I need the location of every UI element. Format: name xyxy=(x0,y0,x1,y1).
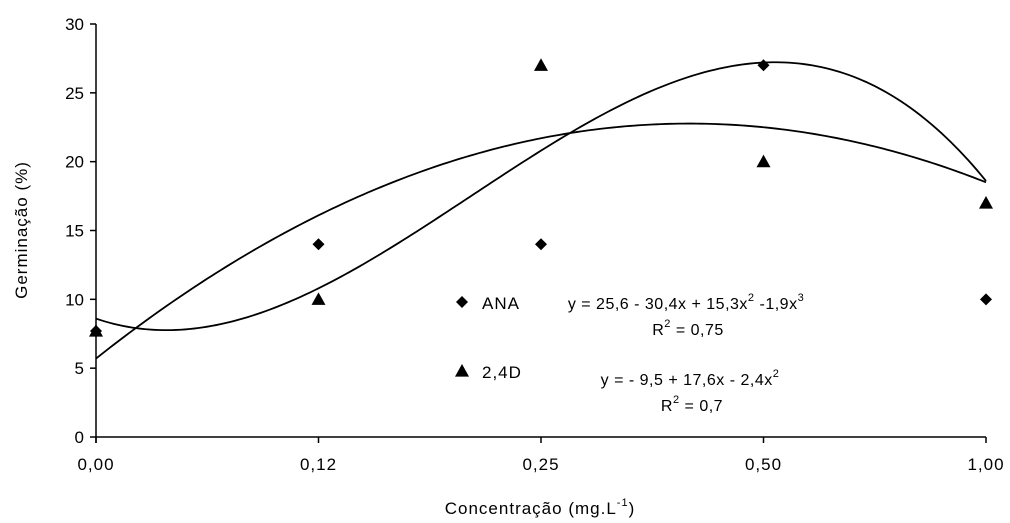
trendlines xyxy=(95,61,987,360)
data-point-24d xyxy=(979,195,993,209)
r-squared-part: = 0,7 xyxy=(680,398,723,415)
markers xyxy=(89,58,993,337)
x-axis-title: Concentração (mg.L-1) xyxy=(445,497,635,518)
x-tick-label: 0,50 xyxy=(745,455,782,474)
x-axis-title-tail: ) xyxy=(629,499,636,518)
y-tick-label: 15 xyxy=(65,222,84,241)
x-tick-label: 1,00 xyxy=(967,455,1004,474)
data-point-ana xyxy=(312,238,325,251)
r-squared-part: R xyxy=(652,322,664,339)
legend-label: 2,4D xyxy=(482,363,522,382)
data-point-24d xyxy=(534,58,548,71)
x-tick-label: 0,25 xyxy=(522,455,559,474)
y-tick-label: 10 xyxy=(65,290,84,309)
equation-part: y = - 9,5 + 17,6x - 2,4x xyxy=(601,372,773,389)
y-tick-label: 30 xyxy=(65,15,84,34)
equation-part: -1,9x xyxy=(755,296,798,313)
r-squared: R2 = 0,75 xyxy=(652,318,724,339)
data-point-ana xyxy=(757,59,770,72)
y-tick-label: 0 xyxy=(75,428,84,447)
x-tick-label: 0,12 xyxy=(300,455,337,474)
legend-marker-24d xyxy=(455,364,469,377)
equation-part: y = 25,6 - 30,4x + 15,3x xyxy=(568,296,748,313)
r-squared-part: = 0,75 xyxy=(671,322,724,339)
trendline-ana xyxy=(95,61,987,332)
data-point-24d xyxy=(89,323,103,337)
data-point-ana xyxy=(980,293,992,306)
legend-label: ANA xyxy=(482,294,520,313)
r-squared: R2 = 0,7 xyxy=(661,394,723,415)
r-squared-part: R xyxy=(661,398,673,415)
data-point-24d xyxy=(311,292,326,305)
equation-sup: 2 xyxy=(773,368,780,380)
r-squared-sup: 2 xyxy=(673,394,680,406)
legend-marker-ana xyxy=(456,296,468,308)
y-tick-label: 25 xyxy=(65,84,84,103)
trend-equation: y = - 9,5 + 17,6x - 2,4x2 xyxy=(601,368,780,389)
trend-equation: y = 25,6 - 30,4x + 15,3x2 -1,9x3 xyxy=(568,292,804,313)
x-axis-title-sup: -1 xyxy=(617,497,629,509)
y-axis-title: Germinação (%) xyxy=(12,161,31,299)
y-tick-label: 5 xyxy=(75,359,84,378)
x-tick-label: 0,00 xyxy=(77,455,114,474)
equation-sup: 2 xyxy=(748,292,755,304)
equation-sup: 3 xyxy=(798,292,805,304)
data-point-24d xyxy=(756,154,771,168)
axes: 0 5 10 15 20 25 30 0,00 0,12 0,25 0,50 1,00 xyxy=(65,15,1004,474)
data-point-ana xyxy=(535,238,547,251)
y-tick-label: 20 xyxy=(65,153,84,172)
x-axis-title-main: Concentração (mg.L xyxy=(445,499,617,518)
trendline-24d xyxy=(95,122,987,360)
r-squared-sup: 2 xyxy=(664,318,671,330)
